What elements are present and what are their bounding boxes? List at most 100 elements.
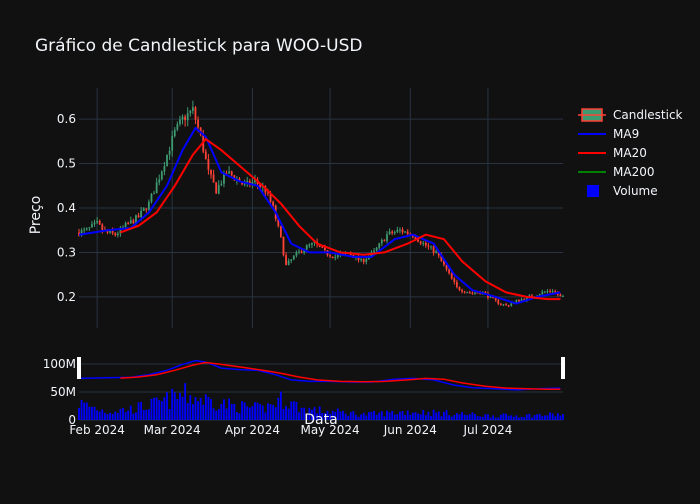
candle-body xyxy=(217,184,220,194)
legend-item[interactable]: MA200 xyxy=(578,165,654,179)
volume-bar xyxy=(466,415,469,420)
volume-bar xyxy=(160,401,163,420)
x-axis-label: Data xyxy=(304,412,337,428)
volume-bar xyxy=(463,414,466,420)
volume-bar xyxy=(523,417,526,420)
candle-body xyxy=(259,184,262,187)
legend-item[interactable]: Candlestick xyxy=(578,108,683,122)
volume-bar xyxy=(357,416,360,420)
volume-bar xyxy=(292,401,295,420)
legend-item[interactable]: Volume xyxy=(587,184,658,198)
legend-item[interactable]: MA20 xyxy=(578,146,647,160)
range-slider-right-handle[interactable] xyxy=(561,357,565,379)
volume-bar xyxy=(432,409,435,420)
volume-bar xyxy=(461,412,463,420)
volume-y-tick: 100M xyxy=(43,357,76,371)
range-slider-left-handle[interactable] xyxy=(77,357,81,379)
ma20-line xyxy=(120,137,561,301)
candle-body xyxy=(269,192,272,202)
candle-body xyxy=(290,259,293,261)
volume-bar xyxy=(233,403,236,420)
volume-bar xyxy=(282,408,285,420)
candle-body xyxy=(199,127,202,135)
volume-bar xyxy=(396,414,399,420)
legend[interactable]: Candlestick MA9 MA20 MA200 Volume xyxy=(578,108,683,198)
candle-body xyxy=(541,291,544,295)
volume-bar xyxy=(476,416,479,420)
candle-body xyxy=(210,169,212,175)
volume-bar xyxy=(437,411,440,420)
candle-body xyxy=(543,291,546,293)
volume-bar xyxy=(298,412,300,420)
volume-bar xyxy=(401,411,404,420)
volume-bar xyxy=(215,410,218,420)
volume-y-tick-labels: 0 50M 100M xyxy=(43,357,76,427)
candle-body xyxy=(135,215,137,224)
candle-body xyxy=(96,220,99,223)
candle-body xyxy=(122,227,124,229)
legend-label: Candlestick xyxy=(613,108,683,122)
legend-label: Volume xyxy=(613,184,658,198)
legend-volume-swatch xyxy=(587,185,599,197)
candle-body xyxy=(479,292,482,295)
volume-bar xyxy=(191,404,194,420)
candle-body xyxy=(383,239,386,241)
candle-body xyxy=(168,150,171,155)
volume-bar xyxy=(145,409,148,420)
candle-body xyxy=(197,119,199,128)
candle-body xyxy=(305,245,308,250)
volume-bar xyxy=(207,396,210,420)
volume-bar xyxy=(422,409,425,420)
volume-bar xyxy=(481,416,484,420)
candle-body xyxy=(186,113,189,121)
candle-body xyxy=(243,183,246,185)
volume-bar xyxy=(468,414,471,420)
candle-body xyxy=(171,136,174,151)
volume-bar xyxy=(339,411,342,420)
volume-bar xyxy=(321,413,324,420)
candle-body xyxy=(140,210,143,218)
volume-bar xyxy=(370,411,373,420)
volume-bar xyxy=(140,401,143,420)
mini-ma9-line xyxy=(78,359,561,391)
volume-bar xyxy=(505,413,507,420)
candle-body xyxy=(525,296,528,301)
candle-body xyxy=(559,294,562,297)
volume-bar xyxy=(220,403,223,420)
candle-body xyxy=(88,227,91,229)
volume-bar xyxy=(450,416,453,420)
volume-bar xyxy=(347,415,350,420)
volume-bar xyxy=(290,401,293,420)
candle-body xyxy=(119,227,122,234)
candle-body xyxy=(414,236,417,240)
volume-bar xyxy=(323,413,326,420)
candle-body xyxy=(85,228,88,230)
candle-body xyxy=(538,294,541,296)
candle-body xyxy=(323,247,326,251)
candle-body xyxy=(272,201,275,206)
volume-bar xyxy=(507,415,510,420)
volume-bar xyxy=(313,407,316,420)
price-y-tick-labels: 0.2 0.3 0.4 0.5 0.6 xyxy=(57,112,76,304)
volume-bar xyxy=(424,415,427,420)
volume-bar xyxy=(479,416,482,420)
candle-body xyxy=(251,181,254,185)
candle-body xyxy=(300,251,303,253)
volume-bar xyxy=(184,383,187,420)
volume-bar xyxy=(264,412,267,420)
legend-item[interactable]: MA9 xyxy=(578,127,639,141)
candle-body xyxy=(93,222,96,225)
volume-bar xyxy=(142,409,145,420)
candle-body xyxy=(455,282,458,288)
candle-body xyxy=(181,116,184,120)
candle-body xyxy=(91,224,93,228)
volume-bar xyxy=(554,416,557,420)
candle-body xyxy=(241,182,243,185)
candle-body xyxy=(124,222,127,228)
candle-body xyxy=(80,230,83,236)
candle-body xyxy=(158,179,161,183)
ma9-line xyxy=(78,126,561,305)
volume-bar xyxy=(194,397,197,420)
volume-bar xyxy=(277,397,280,420)
candle-body xyxy=(295,252,298,256)
